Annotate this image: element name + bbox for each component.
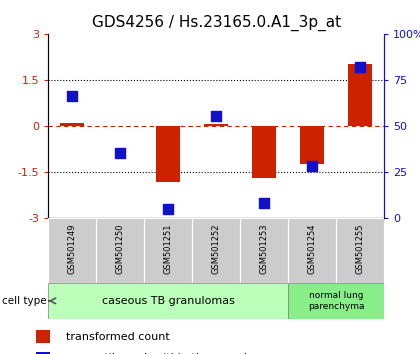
Bar xyxy=(60,123,84,126)
Bar xyxy=(204,124,228,126)
Point xyxy=(69,93,76,99)
Text: normal lung
parenchyma: normal lung parenchyma xyxy=(308,291,365,310)
Point xyxy=(165,206,172,211)
Bar xyxy=(336,218,384,283)
Bar xyxy=(288,218,336,283)
Bar xyxy=(48,218,96,283)
Text: transformed count: transformed count xyxy=(66,332,170,342)
Text: GSM501250: GSM501250 xyxy=(116,224,125,274)
Point xyxy=(309,163,316,169)
Point xyxy=(213,114,220,119)
Text: percentile rank within the sample: percentile rank within the sample xyxy=(66,353,254,354)
Text: GSM501255: GSM501255 xyxy=(356,224,365,274)
Bar xyxy=(36,352,50,354)
Text: cell type: cell type xyxy=(2,296,47,306)
Point xyxy=(357,64,364,70)
Bar xyxy=(300,126,324,164)
Text: caseous TB granulomas: caseous TB granulomas xyxy=(102,296,235,306)
Text: GSM501253: GSM501253 xyxy=(260,224,269,274)
Text: GSM501252: GSM501252 xyxy=(212,224,221,274)
Title: GDS4256 / Hs.23165.0.A1_3p_at: GDS4256 / Hs.23165.0.A1_3p_at xyxy=(92,15,341,31)
Bar xyxy=(156,126,180,182)
Bar xyxy=(96,218,144,283)
Bar xyxy=(348,64,372,126)
Bar xyxy=(288,283,384,319)
Bar xyxy=(192,218,240,283)
Bar xyxy=(36,330,50,343)
Text: GSM501249: GSM501249 xyxy=(68,224,77,274)
Bar xyxy=(144,218,192,283)
Text: GSM501251: GSM501251 xyxy=(164,224,173,274)
Point xyxy=(261,200,268,206)
Bar xyxy=(48,283,288,319)
Point xyxy=(117,150,123,156)
Bar xyxy=(252,126,276,178)
Text: GSM501254: GSM501254 xyxy=(308,224,317,274)
Bar xyxy=(240,218,288,283)
